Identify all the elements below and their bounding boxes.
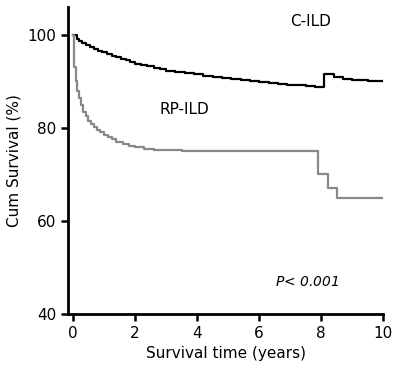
Text: $P$< 0.001: $P$< 0.001 bbox=[275, 275, 339, 289]
Text: C-ILD: C-ILD bbox=[290, 14, 331, 29]
Text: RP-ILD: RP-ILD bbox=[160, 102, 210, 117]
Y-axis label: Cum Survival (%): Cum Survival (%) bbox=[7, 94, 22, 227]
X-axis label: Survival time (years): Survival time (years) bbox=[146, 346, 306, 361]
